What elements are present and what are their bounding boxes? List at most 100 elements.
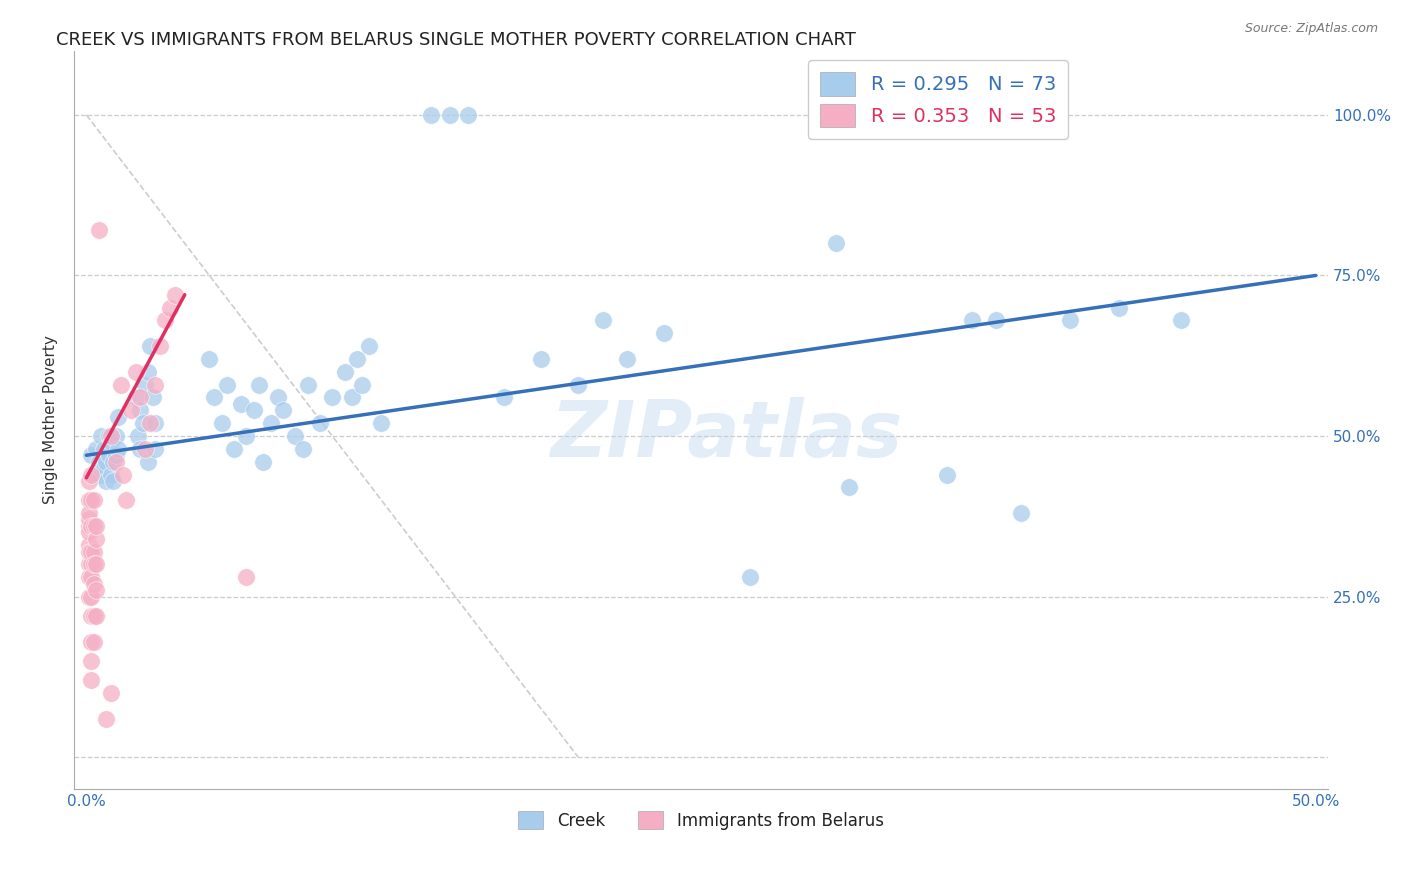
- Point: [202, 391, 225, 405]
- Point: [235, 429, 257, 443]
- Point: [77, 493, 100, 508]
- Point: [112, 467, 135, 482]
- Point: [94, 455, 117, 469]
- Point: [100, 686, 122, 700]
- Point: [370, 416, 392, 430]
- Point: [321, 391, 343, 405]
- Point: [83, 493, 105, 508]
- Point: [110, 377, 132, 392]
- Point: [211, 416, 233, 430]
- Point: [103, 455, 125, 469]
- Point: [107, 442, 129, 456]
- Y-axis label: Single Mother Poverty: Single Mother Poverty: [44, 335, 58, 504]
- Point: [139, 339, 162, 353]
- Point: [494, 391, 516, 405]
- Point: [80, 590, 103, 604]
- Point: [84, 519, 107, 533]
- Point: [97, 429, 120, 443]
- Point: [80, 673, 103, 687]
- Point: [1059, 313, 1081, 327]
- Point: [340, 391, 363, 405]
- Point: [143, 416, 166, 430]
- Point: [77, 538, 100, 552]
- Point: [80, 467, 103, 482]
- Point: [457, 108, 479, 122]
- Point: [129, 391, 152, 405]
- Point: [94, 712, 117, 726]
- Point: [346, 351, 368, 366]
- Point: [103, 474, 125, 488]
- Point: [260, 416, 283, 430]
- Point: [80, 448, 103, 462]
- Point: [235, 570, 257, 584]
- Point: [139, 416, 162, 430]
- Point: [90, 429, 112, 443]
- Point: [94, 474, 117, 488]
- Point: [132, 416, 155, 430]
- Point: [93, 461, 115, 475]
- Text: CREEK VS IMMIGRANTS FROM BELARUS SINGLE MOTHER POVERTY CORRELATION CHART: CREEK VS IMMIGRANTS FROM BELARUS SINGLE …: [56, 31, 856, 49]
- Point: [616, 351, 638, 366]
- Point: [80, 493, 103, 508]
- Point: [247, 377, 270, 392]
- Point: [84, 558, 107, 572]
- Point: [1170, 313, 1192, 327]
- Point: [291, 442, 314, 456]
- Point: [77, 512, 100, 526]
- Point: [127, 429, 149, 443]
- Legend: Creek, Immigrants from Belarus: Creek, Immigrants from Belarus: [512, 805, 890, 837]
- Point: [129, 442, 152, 456]
- Point: [77, 474, 100, 488]
- Point: [740, 570, 762, 584]
- Point: [267, 391, 290, 405]
- Point: [80, 608, 103, 623]
- Point: [80, 544, 103, 558]
- Point: [80, 519, 103, 533]
- Point: [960, 313, 983, 327]
- Point: [77, 558, 100, 572]
- Text: Source: ZipAtlas.com: Source: ZipAtlas.com: [1244, 22, 1378, 36]
- Point: [104, 429, 127, 443]
- Point: [136, 365, 159, 379]
- Point: [124, 391, 146, 405]
- Point: [142, 391, 165, 405]
- Point: [90, 467, 112, 482]
- Point: [83, 544, 105, 558]
- Point: [252, 455, 274, 469]
- Point: [83, 634, 105, 648]
- Point: [134, 377, 156, 392]
- Point: [143, 442, 166, 456]
- Point: [83, 467, 105, 482]
- Point: [215, 377, 238, 392]
- Point: [80, 570, 103, 584]
- Point: [80, 634, 103, 648]
- Point: [84, 532, 107, 546]
- Point: [159, 301, 181, 315]
- Point: [567, 377, 589, 392]
- Point: [104, 455, 127, 469]
- Point: [93, 442, 115, 456]
- Point: [80, 558, 103, 572]
- Point: [1108, 301, 1130, 315]
- Point: [77, 506, 100, 520]
- Point: [284, 429, 307, 443]
- Point: [100, 467, 122, 482]
- Point: [83, 608, 105, 623]
- Point: [124, 365, 146, 379]
- Point: [77, 519, 100, 533]
- Point: [136, 455, 159, 469]
- Point: [97, 448, 120, 462]
- Point: [222, 442, 245, 456]
- Point: [84, 583, 107, 598]
- Point: [84, 442, 107, 456]
- Point: [936, 467, 959, 482]
- Point: [153, 313, 176, 327]
- Point: [231, 397, 253, 411]
- Point: [439, 108, 461, 122]
- Point: [87, 455, 110, 469]
- Point: [359, 339, 381, 353]
- Point: [149, 339, 172, 353]
- Text: ZIPatlas: ZIPatlas: [550, 397, 903, 473]
- Point: [986, 313, 1008, 327]
- Point: [419, 108, 441, 122]
